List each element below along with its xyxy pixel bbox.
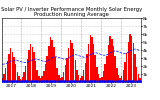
Bar bbox=[28, 50, 30, 82]
Bar bbox=[41, 76, 43, 82]
Bar bbox=[61, 77, 63, 82]
Bar bbox=[128, 42, 129, 82]
Bar bbox=[17, 72, 18, 82]
Bar bbox=[22, 77, 23, 82]
Bar bbox=[25, 66, 26, 82]
Bar bbox=[23, 72, 25, 82]
Bar bbox=[32, 47, 33, 82]
Bar bbox=[60, 78, 61, 82]
Bar bbox=[43, 71, 45, 82]
Bar bbox=[58, 75, 60, 82]
Bar bbox=[15, 64, 16, 82]
Bar bbox=[51, 40, 53, 82]
Bar bbox=[20, 79, 21, 82]
Bar bbox=[108, 45, 109, 82]
Bar bbox=[48, 46, 50, 82]
Bar bbox=[93, 44, 94, 82]
Bar bbox=[96, 67, 98, 82]
Bar bbox=[30, 44, 31, 82]
Bar bbox=[134, 54, 136, 82]
Bar bbox=[88, 44, 89, 82]
Bar bbox=[3, 74, 5, 82]
Bar bbox=[84, 63, 86, 82]
Bar bbox=[50, 37, 51, 82]
Bar bbox=[126, 53, 128, 82]
Bar bbox=[131, 36, 132, 82]
Bar bbox=[68, 48, 69, 82]
Bar bbox=[76, 70, 78, 82]
Bar bbox=[27, 59, 28, 82]
Bar bbox=[139, 78, 141, 82]
Bar bbox=[46, 56, 48, 82]
Bar bbox=[113, 46, 114, 82]
Bar bbox=[116, 68, 117, 82]
Bar bbox=[53, 47, 55, 82]
Bar bbox=[121, 76, 123, 82]
Bar bbox=[8, 54, 10, 82]
Bar bbox=[123, 70, 124, 82]
Bar bbox=[138, 74, 139, 82]
Bar bbox=[65, 65, 66, 82]
Bar bbox=[91, 37, 93, 82]
Bar bbox=[56, 68, 58, 82]
Bar bbox=[104, 64, 106, 82]
Bar bbox=[83, 70, 84, 82]
Bar bbox=[33, 52, 35, 82]
Bar bbox=[81, 76, 83, 82]
Bar bbox=[124, 62, 126, 82]
Bar bbox=[45, 64, 46, 82]
Bar bbox=[89, 35, 91, 82]
Bar bbox=[71, 43, 73, 82]
Bar bbox=[5, 68, 7, 82]
Bar bbox=[66, 58, 68, 82]
Bar bbox=[70, 40, 71, 82]
Bar bbox=[36, 70, 38, 82]
Bar bbox=[118, 75, 119, 82]
Bar bbox=[80, 78, 81, 82]
Bar bbox=[38, 76, 40, 82]
Bar bbox=[18, 76, 20, 82]
Bar bbox=[129, 34, 131, 82]
Bar bbox=[109, 36, 111, 82]
Bar bbox=[114, 56, 116, 82]
Bar bbox=[12, 52, 13, 82]
Bar bbox=[55, 57, 56, 82]
Bar bbox=[101, 77, 103, 82]
Bar bbox=[111, 39, 112, 82]
Bar bbox=[119, 78, 121, 82]
Bar bbox=[86, 54, 88, 82]
Bar bbox=[133, 43, 134, 82]
Bar bbox=[63, 72, 64, 82]
Bar bbox=[40, 78, 41, 82]
Bar bbox=[78, 75, 79, 82]
Bar bbox=[2, 78, 3, 82]
Bar bbox=[100, 78, 101, 82]
Bar bbox=[73, 49, 74, 82]
Bar bbox=[7, 61, 8, 82]
Bar bbox=[95, 55, 96, 82]
Bar bbox=[35, 61, 36, 82]
Bar bbox=[10, 48, 12, 82]
Bar bbox=[106, 56, 108, 82]
Bar bbox=[103, 71, 104, 82]
Bar bbox=[98, 74, 99, 82]
Bar bbox=[136, 67, 137, 82]
Bar bbox=[75, 60, 76, 82]
Bar bbox=[13, 57, 15, 82]
Title: Solar PV / Inverter Performance Monthly Solar Energy Production Running Average: Solar PV / Inverter Performance Monthly … bbox=[1, 7, 142, 17]
